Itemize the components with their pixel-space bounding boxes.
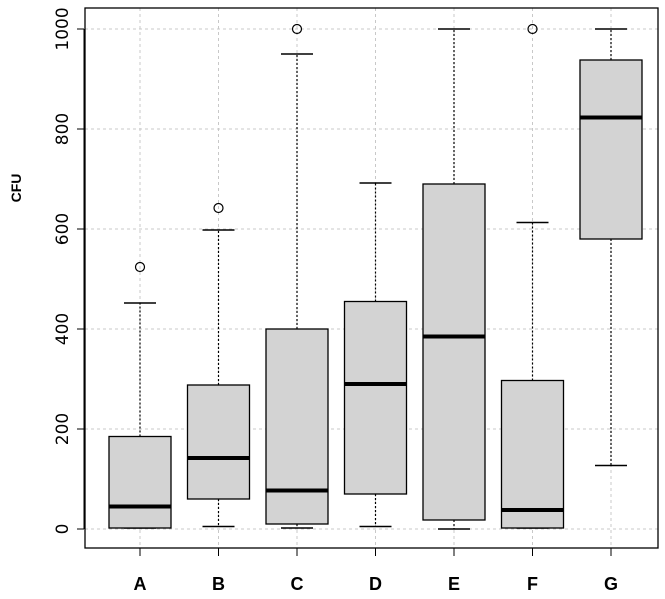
- y-tick-label: 0: [53, 524, 73, 535]
- box-C: [265, 23, 329, 529]
- x-tick-label-F: F: [527, 574, 538, 594]
- box-body: [422, 183, 486, 521]
- box-body: [108, 435, 172, 529]
- x-tick-label-D: D: [369, 574, 382, 594]
- y-tick-label: 1000: [53, 7, 73, 50]
- outlier-point: [213, 202, 224, 214]
- box-F: [500, 23, 565, 529]
- y-tick-label: 200: [53, 413, 73, 445]
- y-tick-label: 600: [53, 213, 73, 245]
- x-tick-label-C: C: [291, 574, 304, 594]
- box-D: [343, 182, 408, 528]
- box-B: [186, 202, 251, 528]
- y-tick-label: 400: [53, 313, 73, 345]
- outlier-point: [527, 23, 538, 35]
- box-body: [343, 300, 408, 495]
- plot-frame: [84, 7, 659, 549]
- box-body: [579, 59, 643, 240]
- outlier-point: [134, 261, 146, 273]
- box-body: [186, 384, 251, 500]
- box-A: [108, 261, 172, 529]
- axes: 0 200 400 600 800 1000 A B C D E F G: [53, 7, 618, 594]
- x-tick-label-B: B: [212, 574, 225, 594]
- box-body: [500, 379, 565, 529]
- outlier-point: [291, 23, 303, 35]
- box-body: [265, 328, 329, 525]
- box-G: [579, 28, 643, 467]
- x-tick-label-G: G: [604, 574, 618, 594]
- boxes: [108, 23, 643, 530]
- x-tick-label-E: E: [448, 574, 460, 594]
- y-axis-title: CFU: [8, 174, 24, 203]
- y-tick-label: 800: [53, 113, 73, 145]
- box-E: [422, 28, 486, 530]
- x-tick-label-A: A: [134, 574, 147, 594]
